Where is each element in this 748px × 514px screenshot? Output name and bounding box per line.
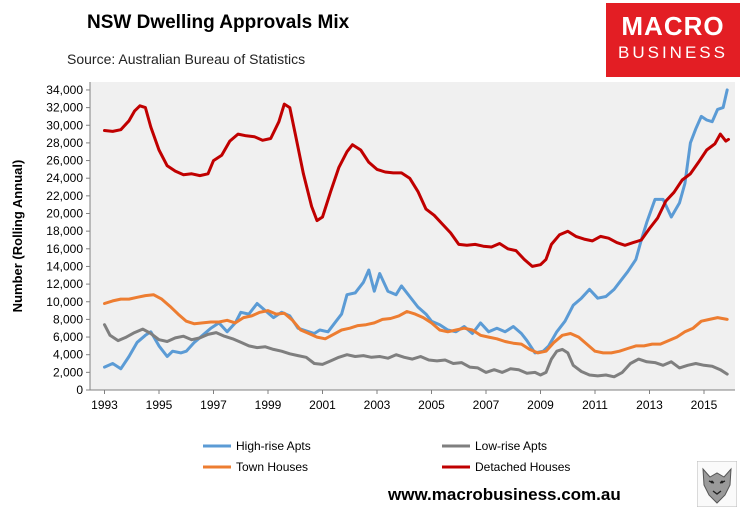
y-axis-label: Number (Rolling Annual) (10, 160, 25, 313)
series-line-town-houses (103, 293, 729, 355)
x-tick-label: 2007 (473, 398, 500, 412)
y-tick-label: 2,000 (53, 365, 83, 379)
series-line-detached-houses (103, 102, 730, 268)
x-tick-label: 2013 (636, 398, 663, 412)
x-axis: 1993 1995 1997 1999 2001 2003 2005 2007 2009 2011… (90, 389, 735, 412)
y-tick-label: 26,000 (46, 154, 83, 168)
x-tick-label: 2011 (582, 398, 608, 412)
x-tick-label: 1999 (255, 398, 282, 412)
legend: High-rise Apts Low-rise Apts Town Houses De… (203, 439, 570, 474)
y-axis: 0 2,000 4,000 6,000 8,000 10,000 12,000 14,000 1… (46, 82, 91, 397)
x-tick-label: 1995 (146, 398, 173, 412)
legend-label: Town Houses (236, 460, 308, 474)
y-tick-label: 22,000 (46, 189, 83, 203)
legend-label: Low-rise Apts (475, 439, 547, 453)
series-lines (103, 88, 730, 379)
y-tick-label: 28,000 (46, 136, 83, 150)
series-line-high-rise-apts (103, 88, 729, 371)
plot-area (90, 82, 735, 390)
x-tick-label: 2003 (364, 398, 391, 412)
chart-title: NSW Dwelling Approvals Mix (87, 12, 350, 33)
x-tick-label: 2009 (527, 398, 554, 412)
legend-label: High-rise Apts (236, 439, 311, 453)
logo-line-1: MACRO (621, 11, 725, 41)
website-url[interactable]: www.macrobusiness.com.au (388, 485, 621, 504)
logo-line-2: BUSINESS (618, 43, 728, 62)
y-tick-label: 32,000 (46, 101, 83, 115)
y-tick-label: 14,000 (46, 259, 83, 273)
y-tick-label: 12,000 (46, 277, 83, 291)
x-tick-label: 1993 (91, 398, 118, 412)
chart-subtitle: Source: Australian Bureau of Statistics (67, 51, 306, 67)
y-tick-label: 18,000 (46, 224, 83, 238)
x-tick-label: 2001 (309, 398, 336, 412)
wolf-mascot-icon (697, 461, 737, 507)
y-tick-label: 10,000 (46, 295, 83, 309)
y-tick-label: 0 (76, 383, 83, 397)
y-tick-label: 34,000 (46, 83, 83, 97)
y-tick-label: 20,000 (46, 207, 83, 221)
y-tick-label: 24,000 (46, 171, 83, 185)
y-tick-label: 16,000 (46, 242, 83, 256)
legend-label: Detached Houses (475, 460, 570, 474)
y-tick-label: 4,000 (53, 348, 83, 362)
series-line-low-rise-apts (103, 323, 729, 379)
macrobusiness-logo[interactable]: MACRO BUSINESS (606, 3, 740, 77)
y-tick-label: 6,000 (53, 330, 83, 344)
x-tick-label: 2005 (418, 398, 445, 412)
x-tick-label: 1997 (200, 398, 227, 412)
x-tick-label: 2015 (691, 398, 718, 412)
y-tick-label: 30,000 (46, 118, 83, 132)
y-tick-label: 8,000 (53, 312, 83, 326)
